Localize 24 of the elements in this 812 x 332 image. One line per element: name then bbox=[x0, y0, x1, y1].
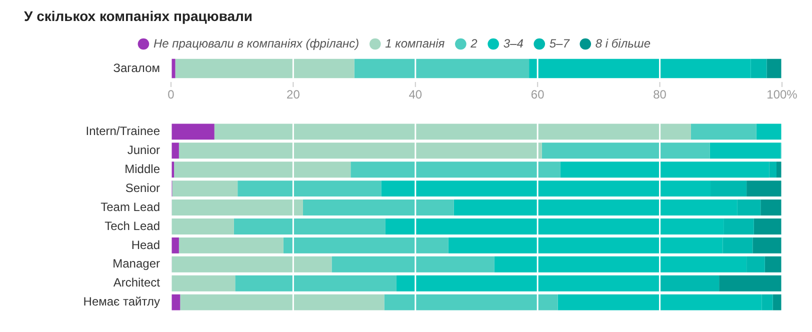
legend-label: 2 bbox=[470, 36, 478, 50]
x-tick-label: 60 bbox=[530, 87, 545, 102]
legend-label: Не працювали в компаніях (фріланс) bbox=[153, 36, 360, 50]
y-tick-label: Junior bbox=[127, 142, 160, 157]
x-tick-label: 20 bbox=[286, 87, 300, 102]
legend-label: 8 і більше bbox=[595, 36, 651, 50]
y-tick-label: Head bbox=[131, 238, 160, 252]
legend-label: 3–4 bbox=[503, 36, 524, 50]
y-tick-label: Team Lead bbox=[100, 200, 160, 214]
x-tick-label: 80 bbox=[653, 87, 667, 102]
x-tick-label: 40 bbox=[408, 87, 422, 102]
x-tick-label: 100% bbox=[766, 87, 798, 102]
y-tick-label: Senior bbox=[125, 180, 160, 195]
y-tick-label: Manager bbox=[112, 256, 160, 271]
y-tick-label: Tech Lead bbox=[104, 218, 160, 233]
y-tick-label: Middle bbox=[124, 162, 160, 176]
y-tick-label: Architect bbox=[113, 276, 161, 290]
chart-title: У скількох компаніях працювали bbox=[24, 8, 254, 24]
y-tick-label: Загалом bbox=[113, 60, 160, 75]
legend-label: 1 компанія bbox=[385, 36, 446, 50]
y-tick-label: Intern/Trainee bbox=[86, 124, 160, 138]
x-tick-label: 0 bbox=[168, 87, 175, 102]
y-tick-label: Немає тайтлу bbox=[83, 294, 160, 309]
legend-label: 5–7 bbox=[549, 36, 571, 50]
